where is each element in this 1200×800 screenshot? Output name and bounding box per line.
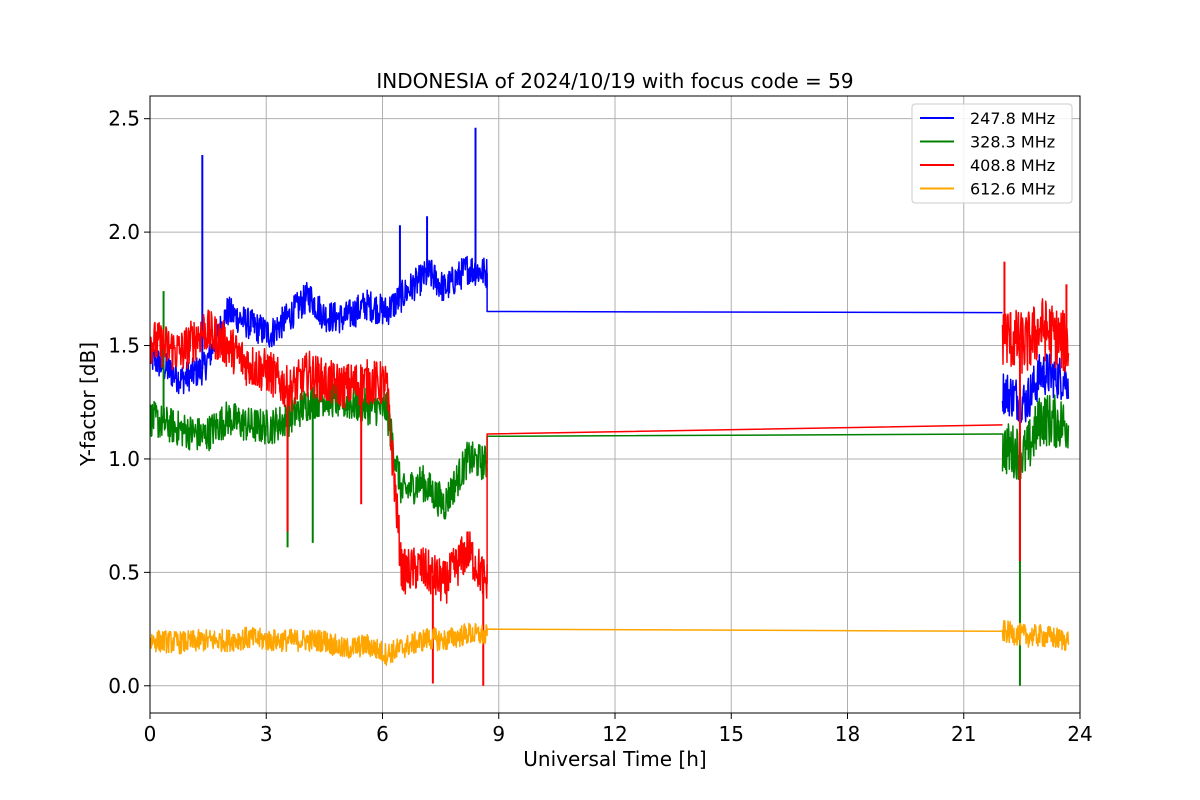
series-segment bbox=[150, 380, 488, 520]
series-segment bbox=[150, 622, 488, 666]
ticks: 0 3 6 9 12 15 18 21 24 0.0 0.5 1.0 1.5 2.0 2.5 bbox=[108, 107, 1093, 746]
series-segment bbox=[1001, 353, 1070, 424]
series-segment bbox=[486, 272, 1003, 314]
x-tick-label: 21 bbox=[951, 722, 976, 746]
x-tick-label: 12 bbox=[602, 722, 627, 746]
x-tick-label: 18 bbox=[835, 722, 860, 746]
series-segment bbox=[486, 424, 1003, 584]
legend-label: 612.6 MHz bbox=[970, 180, 1055, 199]
series-segment bbox=[1001, 298, 1070, 374]
legend-label: 247.8 MHz bbox=[970, 109, 1055, 128]
y-axis-label: Y-factor [dB] bbox=[76, 342, 100, 467]
x-tick-label: 6 bbox=[376, 722, 389, 746]
x-tick-label: 24 bbox=[1067, 722, 1092, 746]
series-segment bbox=[1001, 394, 1070, 480]
series-layer bbox=[150, 127, 1070, 686]
y-tick-label: 0.5 bbox=[108, 560, 140, 584]
x-tick-label: 15 bbox=[719, 722, 744, 746]
x-axis-label: Universal Time [h] bbox=[523, 747, 706, 771]
legend: 247.8 MHz 328.3 MHz 408.8 MHz 612.6 MHz bbox=[911, 103, 1073, 204]
y-tick-label: 0.0 bbox=[108, 674, 140, 698]
series-line bbox=[150, 620, 1070, 666]
series-segment bbox=[1001, 620, 1070, 651]
legend-label: 328.3 MHz bbox=[970, 133, 1055, 152]
x-tick-label: 9 bbox=[492, 722, 505, 746]
x-tick-label: 3 bbox=[260, 722, 273, 746]
series-segment bbox=[150, 309, 488, 604]
x-tick-label: 0 bbox=[144, 722, 157, 746]
legend-label: 408.8 MHz bbox=[970, 156, 1055, 175]
chart-title: INDONESIA of 2024/10/19 with focus code … bbox=[376, 69, 853, 93]
y-tick-label: 1.5 bbox=[108, 334, 140, 358]
series-segment bbox=[486, 628, 1003, 636]
y-tick-label: 2.0 bbox=[108, 220, 140, 244]
series-segment bbox=[150, 255, 488, 395]
y-tick-label: 2.5 bbox=[108, 107, 140, 131]
y-tick-label: 1.0 bbox=[108, 447, 140, 471]
legend-box bbox=[911, 103, 1073, 204]
series-line bbox=[150, 261, 1070, 686]
